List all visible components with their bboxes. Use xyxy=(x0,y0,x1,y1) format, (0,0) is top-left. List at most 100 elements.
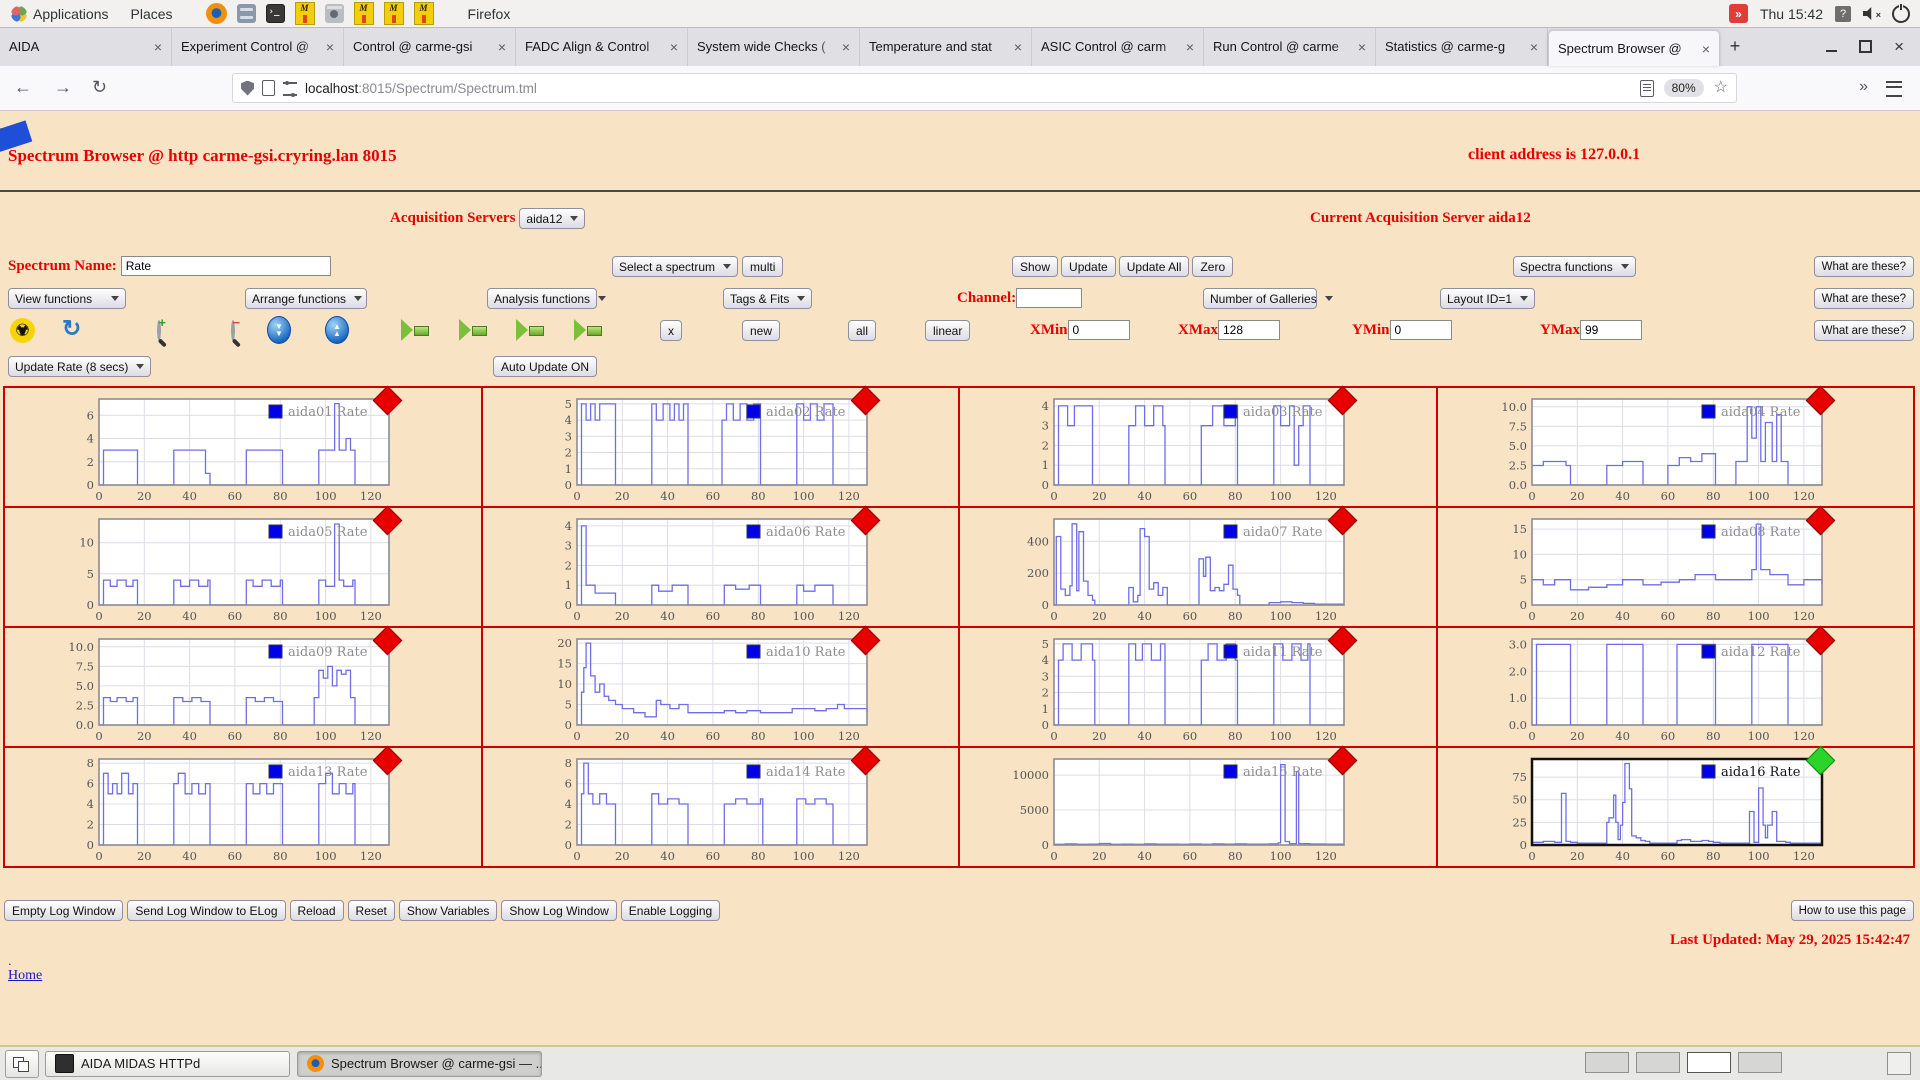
reader-mode-icon[interactable] xyxy=(1639,79,1654,97)
gallery-cell-aida04[interactable]: 0 20 40 60 80 100 120 0.0 2.5 5.0 7.5 10.0 aida04 Ra… xyxy=(1436,385,1914,509)
tab-close-icon[interactable]: × xyxy=(1185,38,1194,55)
show-desktop-button[interactable] xyxy=(5,1049,39,1078)
view-functions-dropdown[interactable]: View functions xyxy=(8,288,126,309)
gallery-cell-aida09[interactable]: 0 20 40 60 80 100 120 0.0 2.5 5.0 7.5 10.0 aida09 Ra… xyxy=(4,625,482,749)
gallery-cell-aida03[interactable]: 0 20 40 60 80 100 120 0 1 2 3 4 aida03 Rate xyxy=(959,385,1437,509)
workspace-2[interactable] xyxy=(1636,1052,1680,1073)
gallery-cell-aida10[interactable]: 0 20 40 60 80 100 120 0 5 10 15 20 aida10 Rate xyxy=(481,625,959,749)
spectrum-plot[interactable]: 0 20 40 60 80 100 120 0 2 4 6 aida01 Rate xyxy=(53,389,453,509)
update-all-button[interactable]: Update All xyxy=(1118,256,1190,277)
ymax-input[interactable] xyxy=(1580,320,1642,340)
tab-close-icon[interactable]: × xyxy=(325,38,334,55)
spectra-functions-dropdown[interactable]: Spectra functions xyxy=(1513,256,1636,277)
spectrum-plot[interactable]: 0 20 40 60 80 100 120 0.0 1.0 2.0 3.0 aida12 Rate xyxy=(1486,629,1886,749)
browser-tab[interactable]: Run Control @ carme × xyxy=(1204,27,1376,66)
gallery-cell-aida06[interactable]: 0 20 40 60 80 100 120 0 1 2 3 4 aida06 Rate xyxy=(481,505,959,627)
tab-close-icon[interactable]: × xyxy=(153,38,162,55)
new-tab-button[interactable]: + xyxy=(1729,36,1741,56)
spectrum-plot[interactable]: 0 20 40 60 80 100 120 0 5 10 aida05 Rate xyxy=(53,509,453,629)
spectrum-plot[interactable]: 0 20 40 60 80 100 120 0.0 2.5 5.0 7.5 10.0 aida09 Ra… xyxy=(53,629,453,749)
radiation-icon[interactable]: ☢ xyxy=(10,318,35,343)
overflow-menu-icon[interactable]: » xyxy=(1859,78,1868,95)
browser-tab[interactable]: Temperature and stat × xyxy=(860,27,1032,66)
gallery-cell-aida07[interactable]: 0 20 40 60 80 100 120 0 200 400 aida07 Rate xyxy=(959,505,1437,627)
url-bar[interactable]: localhost:8015/Spectrum/Spectrum.tml 80%… xyxy=(232,73,1737,103)
firefox-launcher-icon[interactable] xyxy=(205,3,227,24)
bookmark-star-icon[interactable]: ☆ xyxy=(1713,79,1728,96)
gallery-cell-aida15[interactable]: 0 20 40 60 80 100 120 0 5000 10000 aida15 Rate xyxy=(959,745,1437,869)
spectrum-plot[interactable]: 0 20 40 60 80 100 120 0.0 2.5 5.0 7.5 10.0 aida04 Ra… xyxy=(1486,389,1886,509)
zoom-level-indicator[interactable]: 80% xyxy=(1663,79,1704,97)
workspace-3[interactable] xyxy=(1687,1052,1731,1073)
spectrum-plot[interactable]: 0 20 40 60 80 100 120 0 5 10 15 20 aida10 Rate xyxy=(531,629,931,749)
update-button[interactable]: Update xyxy=(1061,256,1116,277)
channel-input[interactable] xyxy=(1016,288,1083,308)
tags-fits-dropdown[interactable]: Tags & Fits xyxy=(723,288,813,309)
x-projection-button[interactable]: x xyxy=(660,320,682,341)
browser-tab[interactable]: Statistics @ carme-g × xyxy=(1376,27,1548,66)
what-are-these-button-3[interactable]: What are these? xyxy=(1813,320,1914,341)
tab-close-icon[interactable]: × xyxy=(1013,38,1022,55)
volume-muted-icon[interactable] xyxy=(1863,7,1881,21)
show-variables-button[interactable]: Show Variables xyxy=(398,900,498,921)
browser-tab[interactable]: Control @ carme-gsi × xyxy=(344,27,516,66)
reload-button[interactable]: Reload xyxy=(289,900,344,921)
ymin-input[interactable] xyxy=(1389,320,1452,340)
acquisition-server-select[interactable]: aida12 xyxy=(519,208,586,229)
minimize-button[interactable] xyxy=(1826,49,1838,52)
reset-button[interactable]: Reset xyxy=(347,900,395,921)
back-button[interactable]: ← xyxy=(14,77,32,97)
gallery-cell-aida02[interactable]: 0 20 40 60 80 100 120 0 1 2 3 4 5 aida02 Rate xyxy=(481,385,959,509)
maximize-button[interactable] xyxy=(1859,40,1873,53)
applications-menu[interactable]: Applications xyxy=(0,0,120,27)
tab-close-icon[interactable]: × xyxy=(1357,38,1366,55)
gallery-cell-aida14[interactable]: 0 20 40 60 80 100 120 0 2 4 6 8 aida14 Rate xyxy=(481,745,959,869)
browser-tab[interactable]: Experiment Control @ × xyxy=(172,27,344,66)
all-button[interactable]: all xyxy=(848,320,877,341)
show-log-window-button[interactable]: Show Log Window xyxy=(501,900,617,921)
workspace-4[interactable] xyxy=(1738,1052,1782,1073)
spectrum-plot[interactable]: 0 20 40 60 80 100 120 0 5000 10000 aida15 Rate xyxy=(1008,749,1408,869)
panel-corner-applet[interactable] xyxy=(1887,1052,1911,1075)
zoom-in-icon[interactable]: + xyxy=(157,315,166,341)
layout-id-dropdown[interactable]: Layout ID=1 xyxy=(1440,288,1536,309)
tab-close-icon[interactable]: × xyxy=(497,38,506,55)
gallery-cell-aida13[interactable]: 0 20 40 60 80 100 120 0 2 4 6 8 aida13 Rate xyxy=(4,745,482,867)
gallery-cell-aida08[interactable]: 0 20 40 60 80 100 120 0 5 10 15 aida08 Rate xyxy=(1436,505,1914,627)
select-spectrum-dropdown[interactable]: Select a spectrum xyxy=(612,256,739,277)
site-info-icon[interactable] xyxy=(262,80,275,96)
expand-up-icon[interactable]: ▲ ▲ xyxy=(325,316,349,344)
browser-tab[interactable]: Spectrum Browser @ × xyxy=(1548,30,1720,66)
close-window-button[interactable]: × xyxy=(1894,37,1904,56)
terminal-launcher-icon[interactable]: ›_ xyxy=(265,4,285,23)
power-icon[interactable] xyxy=(1892,4,1910,23)
home-link[interactable]: Home xyxy=(8,968,43,983)
analysis-functions-dropdown[interactable]: Analysis functions xyxy=(487,288,607,309)
clock[interactable]: Thu 15:42 xyxy=(1759,5,1823,22)
gallery-cell-aida01[interactable]: 0 20 40 60 80 100 120 0 2 4 6 aida01 Rate xyxy=(4,385,482,509)
how-to-use-button[interactable]: How to use this page xyxy=(1790,900,1914,921)
send-log-window-to-elog-button[interactable]: Send Log Window to ELog xyxy=(127,900,286,921)
linear-button[interactable]: linear xyxy=(925,320,971,341)
forward-button[interactable]: → xyxy=(54,77,72,97)
spectrum-plot[interactable]: 0 20 40 60 80 100 120 0 2 4 6 8 aida14 Rate xyxy=(531,749,931,869)
zoom-out-icon[interactable]: − xyxy=(231,315,240,341)
expand-down-icon[interactable]: ▼ ▼ xyxy=(267,316,291,344)
midas-launcher-icon[interactable]: M xyxy=(383,2,404,25)
xmax-input[interactable] xyxy=(1218,320,1280,340)
spectrum-plot[interactable]: 0 20 40 60 80 100 120 0 1 2 3 4 aida03 Rate xyxy=(1008,389,1408,509)
refresh-icon[interactable]: ↻ xyxy=(62,315,82,341)
what-are-these-button-1[interactable]: What are these? xyxy=(1813,256,1914,277)
number-of-galleries-dropdown[interactable]: Number of Galleries xyxy=(1203,288,1333,309)
empty-log-window-button[interactable]: Empty Log Window xyxy=(4,900,124,921)
gallery-cell-aida11[interactable]: 0 20 40 60 80 100 120 0 1 2 3 4 5 aida11 Rate xyxy=(959,625,1437,749)
spectrum-name-input[interactable] xyxy=(120,256,331,276)
midas-launcher-icon[interactable]: M xyxy=(353,2,374,25)
browser-tab[interactable]: AIDA × xyxy=(0,27,172,66)
gallery-cell-aida12[interactable]: 0 20 40 60 80 100 120 0.0 1.0 2.0 3.0 aida12 Rate xyxy=(1436,625,1914,749)
show-button[interactable]: Show xyxy=(1012,256,1059,277)
auto-update-button[interactable]: Auto Update ON xyxy=(493,356,598,377)
update-rate-dropdown[interactable]: Update Rate (8 secs) xyxy=(8,356,152,377)
